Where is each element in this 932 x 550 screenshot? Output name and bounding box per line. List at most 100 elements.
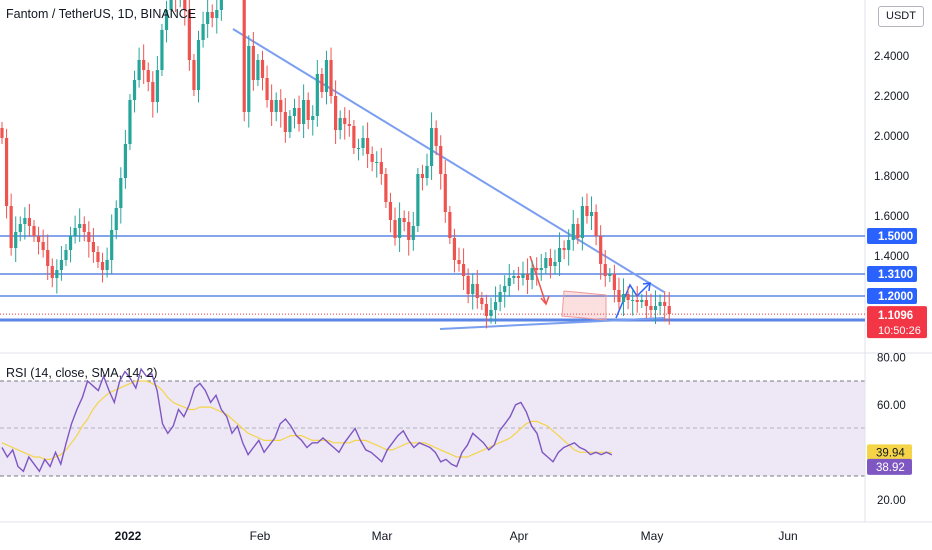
candle-body (132, 80, 137, 100)
time-tick-label: Jun (778, 529, 797, 543)
level-tag-label: 1.5000 (878, 231, 913, 243)
candle-body (356, 148, 361, 149)
candle-body (461, 264, 466, 276)
candle-body (288, 116, 292, 132)
candle-body (137, 60, 141, 80)
rsi-tick-label: 80.00 (877, 352, 906, 364)
candle-body (242, 0, 246, 112)
candle-body (480, 298, 484, 304)
candle-body (425, 166, 429, 178)
down-arrow (529, 255, 547, 305)
candle-body (306, 100, 310, 120)
candle-body (324, 60, 329, 92)
candle-body (393, 220, 397, 238)
candlestick-series (0, 0, 671, 329)
candle-body (667, 306, 671, 314)
candle-body (370, 154, 374, 162)
level-tag-label: 1.3100 (878, 269, 913, 281)
price-tick-label: 2.2000 (874, 91, 909, 103)
price-tick-label: 1.8000 (874, 171, 909, 183)
candle-body (411, 226, 415, 240)
candle-body (512, 276, 516, 278)
candle-body (206, 12, 210, 24)
candle-body (315, 74, 319, 116)
candle-body (589, 212, 594, 216)
candle-body (270, 100, 274, 112)
rsi-line (1, 367, 613, 473)
candle-body (23, 218, 27, 224)
candle-body (320, 74, 324, 92)
ascending-trendline (439, 317, 665, 330)
rsi-sma-tag (867, 444, 912, 461)
candle-body (530, 268, 534, 280)
candle-body (443, 174, 447, 212)
candle-body (338, 118, 342, 130)
candle-body (100, 262, 105, 270)
candle-body (347, 124, 351, 126)
candle-body (397, 218, 402, 238)
candle-body (219, 0, 223, 10)
candle-body (603, 264, 607, 276)
candle-body (457, 260, 461, 264)
price-axis[interactable]: 2.4000 2.2000 2.0000 1.8000 1.6000 1.4000 80.0… (874, 51, 909, 507)
time-axis[interactable]: 2022 Feb Mar Apr May Jun (115, 529, 798, 543)
rsi-title: RSI (14, close, SMA, 14, 2) (6, 366, 158, 380)
level-tag-label: 1.2000 (878, 291, 913, 303)
candle-body (274, 100, 278, 112)
price-tick-label: 1.6000 (874, 211, 909, 223)
candle-body (594, 212, 598, 236)
candle-body (128, 100, 132, 144)
candle-body (489, 310, 493, 316)
candle-body (151, 82, 155, 102)
level-tag (867, 288, 917, 304)
candle-body (571, 224, 575, 240)
candle-body (27, 218, 32, 226)
candle-body (82, 224, 86, 232)
candle-body (78, 224, 82, 228)
candle-body (567, 240, 571, 250)
candle-body (59, 260, 64, 270)
candle-body (36, 236, 41, 242)
candle-body (55, 270, 59, 278)
candle-body (119, 178, 123, 208)
candle-body (169, 0, 173, 10)
candle-body (283, 112, 287, 132)
candle-body (183, 0, 187, 10)
candle-body (576, 224, 580, 238)
candle-body (539, 268, 543, 270)
price-tick-label: 1.4000 (874, 251, 909, 263)
rsi-series (1, 367, 613, 473)
price-axis-tags: 1.50001.31001.20001.08001.109610:50:2639… (867, 228, 927, 475)
candle-body (114, 208, 118, 230)
trend-drawings (232, 28, 665, 330)
candle-body (329, 60, 333, 96)
candle-body (407, 222, 411, 240)
candle-body (123, 144, 127, 178)
candle-body (416, 174, 420, 226)
candle-body (14, 232, 18, 248)
down-arrow-head (540, 295, 550, 306)
candle-body (292, 108, 297, 116)
candle-body (187, 10, 191, 60)
candle-body (498, 292, 502, 302)
candle-body (50, 266, 54, 278)
rsi-sma-tag-label: 39.94 (876, 447, 905, 459)
candle-body (466, 276, 470, 294)
currency-badge[interactable]: USDT (878, 6, 924, 27)
candle-body (110, 230, 114, 260)
candle-body (96, 252, 100, 262)
rsi-tag-label: 38.92 (876, 462, 905, 474)
candle-body (617, 290, 621, 302)
candle-body (46, 250, 50, 266)
rsi-tick-label: 60.00 (877, 400, 906, 412)
candle-body (68, 236, 73, 250)
candle-body (599, 236, 603, 264)
candle-body (388, 202, 393, 220)
time-tick-label: Mar (372, 529, 393, 543)
time-tick-label: Feb (250, 529, 271, 543)
candle-body (210, 12, 214, 18)
candle-body (621, 294, 626, 302)
candle-body (640, 300, 644, 302)
candle-body (192, 60, 196, 90)
candle-body (631, 300, 635, 301)
